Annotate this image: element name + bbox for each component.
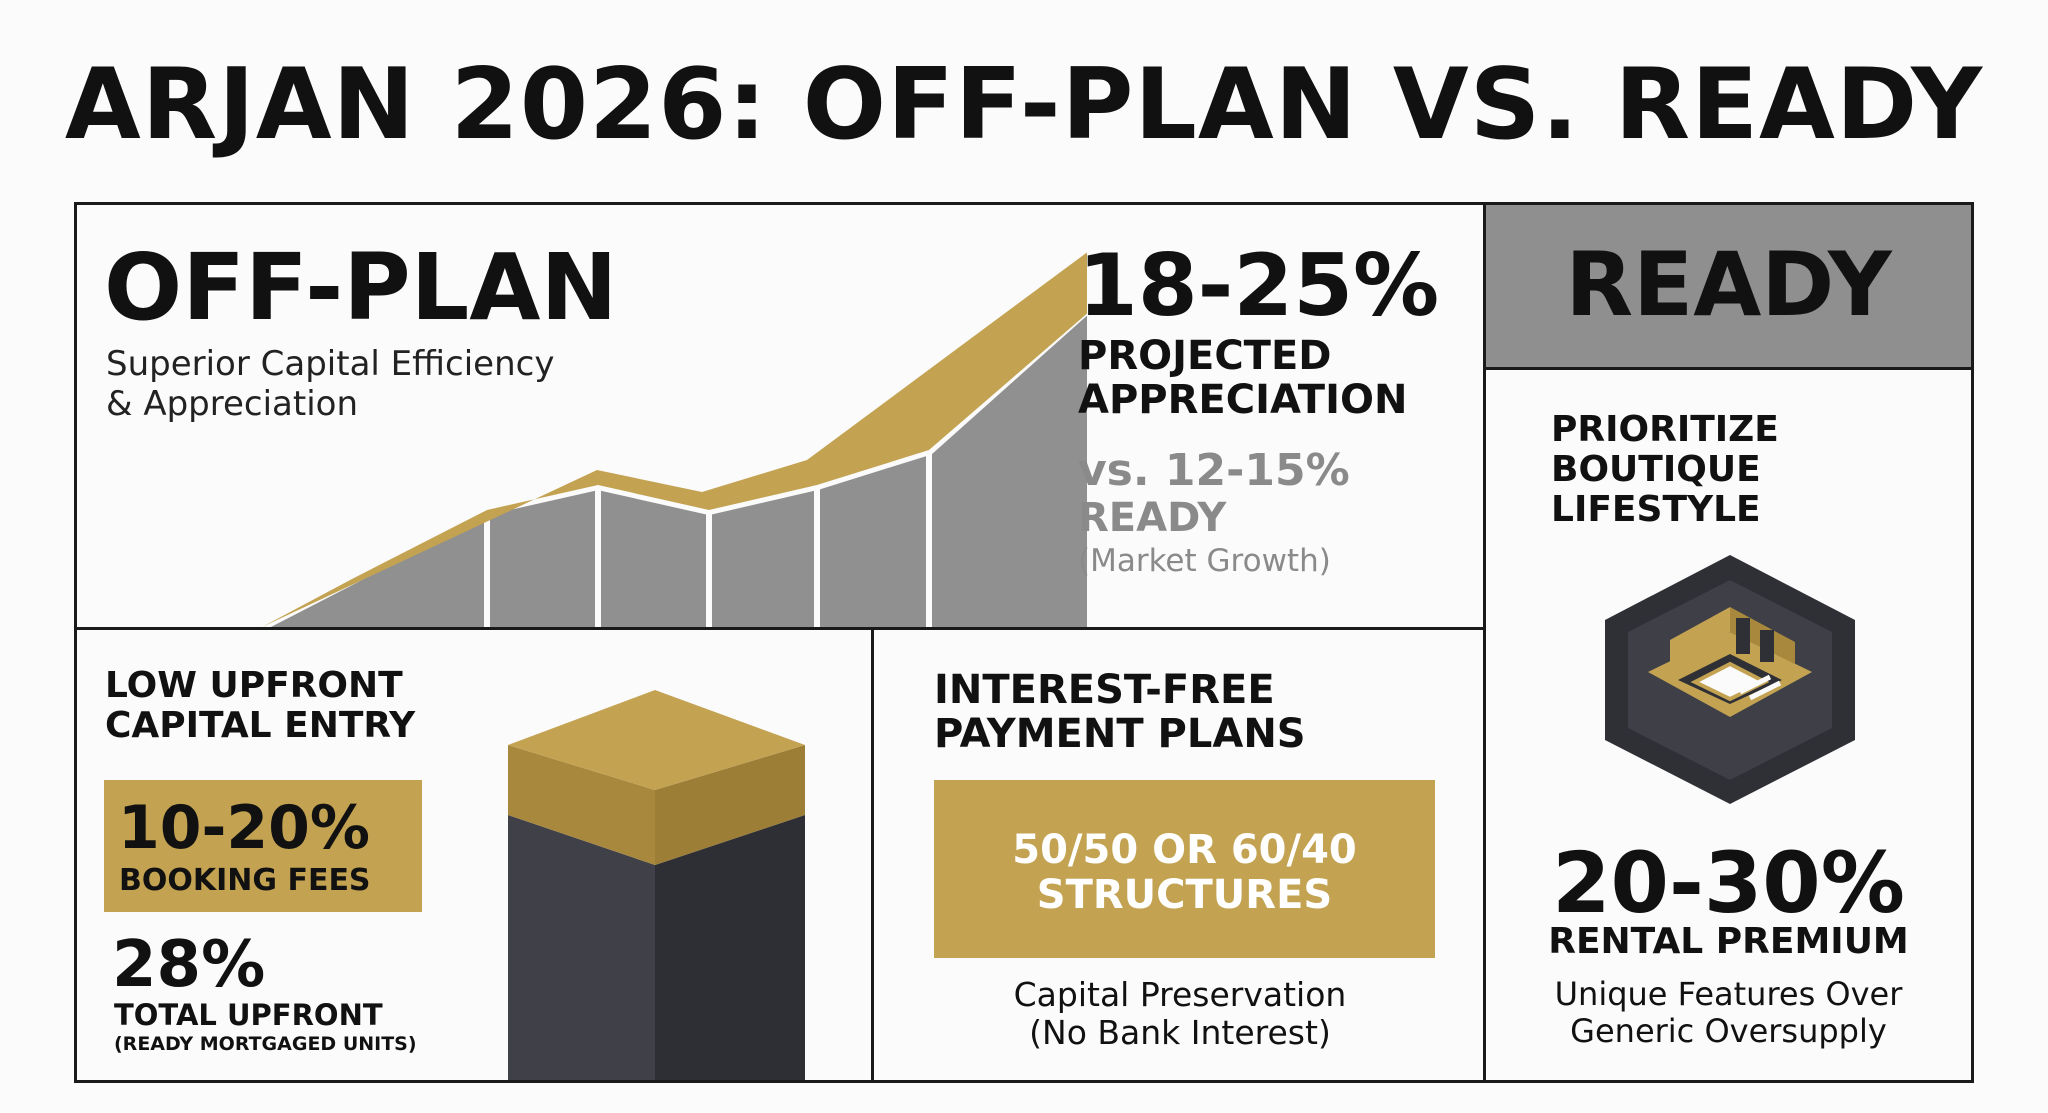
- rental-premium-label: RENTAL PREMIUM: [1548, 921, 1909, 962]
- pillar-left-face: [508, 815, 655, 1080]
- growth-area-fill: [260, 308, 1087, 627]
- boutique-room-hexagon-icon: [1605, 555, 1855, 804]
- growth-area-dividers: [484, 450, 932, 627]
- booking-fee-label: BOOKING FEES: [119, 863, 371, 898]
- pillar-cap-left: [508, 745, 655, 865]
- pillar-cap-right: [655, 745, 805, 865]
- off-plan-subtitle-1: Superior Capital Efficiency: [106, 344, 555, 384]
- payment-heading-1: INTEREST-FREE: [934, 667, 1275, 713]
- off-plan-compare-2: READY: [1078, 495, 1227, 541]
- ready-header-band: [1483, 202, 1974, 370]
- off-plan-heading: OFF-PLAN: [104, 234, 618, 341]
- room-stair-2: [1748, 680, 1782, 701]
- off-plan-subtitle-2: & Appreciation: [106, 384, 358, 424]
- payment-heading-2: PAYMENT PLANS: [934, 711, 1306, 757]
- payment-box-line-2: STRUCTURES: [1036, 872, 1333, 918]
- total-upfront-note: (READY MORTGAGED UNITS): [114, 1033, 417, 1055]
- block-pillar-graphic: [508, 690, 805, 1080]
- upfront-heading-1: LOW UPFRONT: [105, 665, 403, 706]
- room-stair-1: [1738, 674, 1772, 695]
- room-wall-left: [1670, 607, 1730, 664]
- growth-gold-band: [262, 252, 1087, 627]
- room-door-right: [1760, 630, 1774, 662]
- ready-sub-1: PRIORITIZE: [1551, 409, 1779, 450]
- off-plan-compare-note: (Market Growth): [1078, 543, 1331, 579]
- off-plan-stat-label-2: APPRECIATION: [1078, 377, 1408, 423]
- payment-note-2: (No Bank Interest): [1029, 1013, 1331, 1052]
- ready-heading: READY: [1565, 233, 1892, 336]
- ready-sub-3: LIFESTYLE: [1551, 489, 1761, 530]
- pillar-right-face: [655, 815, 805, 1080]
- ready-note-2: Generic Oversupply: [1570, 1012, 1887, 1050]
- pillar-cap-top: [508, 690, 805, 790]
- rising-growth-chart-graphic: [257, 252, 1087, 627]
- payment-note-1: Capital Preservation: [1013, 975, 1347, 1014]
- off-plan-compare-1: vs. 12-15%: [1078, 445, 1350, 496]
- off-plan-stat-label-1: PROJECTED: [1078, 333, 1332, 379]
- booking-fee-value: 10-20%: [118, 793, 371, 863]
- payment-box-line-1: 50/50 OR 60/40: [1012, 827, 1357, 873]
- total-upfront-stat: 28%: [112, 928, 266, 1002]
- rental-premium-stat: 20-30%: [1552, 834, 1905, 932]
- payment-structures-box: [934, 780, 1435, 958]
- ready-sub-2: BOUTIQUE: [1551, 449, 1761, 490]
- room-door-left: [1736, 618, 1750, 654]
- booking-fee-badge: [104, 780, 422, 912]
- page-title: ARJAN 2026: OFF-PLAN VS. READY: [64, 48, 1984, 162]
- ready-note-1: Unique Features Over: [1554, 975, 1903, 1013]
- off-plan-stat: 18-25%: [1078, 236, 1440, 336]
- total-upfront-label: TOTAL UPFRONT: [114, 998, 383, 1032]
- upfront-heading-2: CAPITAL ENTRY: [105, 705, 416, 746]
